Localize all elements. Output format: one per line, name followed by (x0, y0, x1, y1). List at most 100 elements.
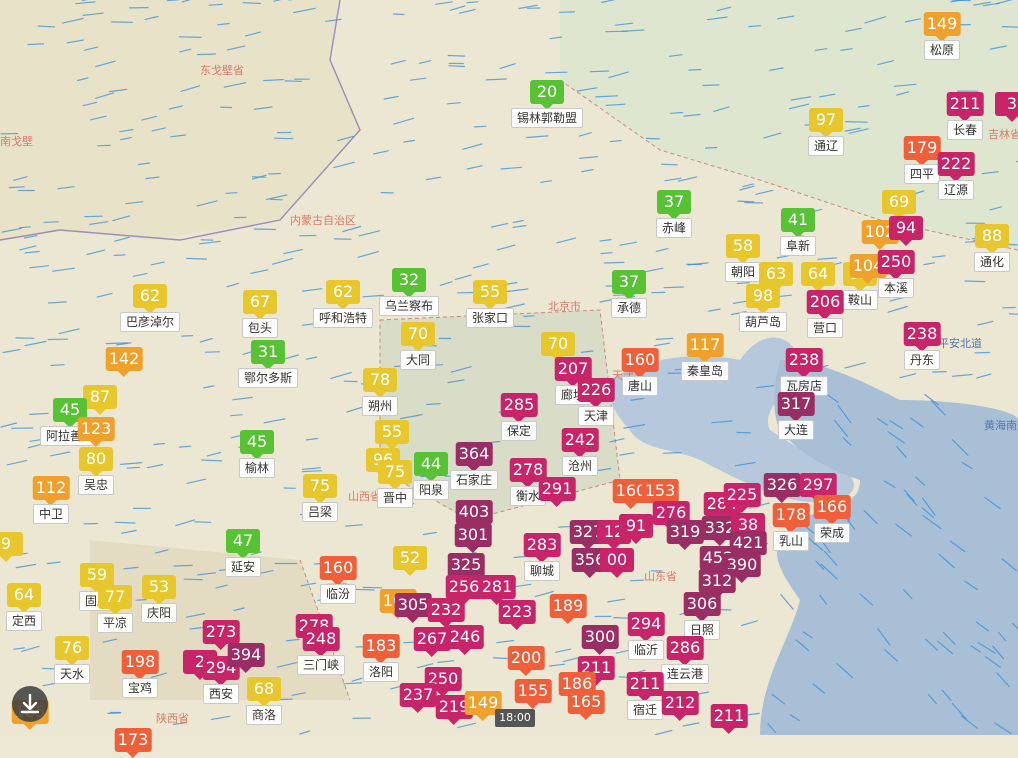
aqi-value: 312 (699, 569, 736, 593)
region-label-pingan: 平安北道 (938, 335, 982, 351)
wind-streak (577, 88, 597, 91)
wind-streak (28, 444, 41, 447)
aqi-value: 00 (600, 548, 634, 572)
wind-streak (113, 216, 130, 221)
wind-streak (136, 600, 146, 601)
aqi-value: 112 (33, 476, 70, 500)
wind-streak (737, 432, 750, 433)
region-label-south_gobi: 南戈壁 (0, 133, 33, 149)
wind-streak (467, 166, 482, 169)
wind-streak (344, 683, 362, 684)
city-label: 天水 (54, 664, 90, 684)
aqi-value: 306 (684, 592, 721, 616)
wind-streak (596, 96, 618, 97)
aqi-value: 286 (667, 636, 704, 660)
aqi-value: 394 (228, 643, 265, 667)
wind-streak (47, 562, 60, 564)
wind-streak (114, 255, 125, 256)
wind-streak (200, 339, 212, 343)
map-view[interactable]: 东戈壁省内蒙古自治区山西省陕西省河北省山东省北京市天津市平安北道黄海南道南戈壁吉… (0, 0, 1018, 735)
wind-streak (30, 413, 48, 414)
aqi-value: 403 (456, 500, 493, 524)
wind-streak (197, 54, 215, 55)
download-button[interactable] (12, 686, 48, 722)
wind-streak (849, 129, 868, 134)
wind-streak (944, 632, 956, 644)
wind-streak (436, 2, 452, 5)
city-label: 鞍山 (842, 290, 878, 310)
wind-streak (932, 256, 945, 257)
wind-streak (813, 684, 824, 693)
city-label: 朔州 (362, 396, 398, 416)
wind-streak (411, 78, 426, 80)
wind-streak (579, 133, 591, 136)
wind-streak (182, 336, 193, 337)
wind-streak (740, 186, 754, 190)
region-label-jilin: 吉林省 (988, 126, 1018, 142)
region-label-shandong: 山东省 (644, 568, 677, 584)
wind-streak (843, 438, 851, 446)
wind-streak (269, 174, 281, 175)
wind-streak (275, 138, 294, 139)
wind-streak (218, 24, 229, 25)
city-label: 通辽 (808, 136, 844, 156)
aqi-value: 63 (759, 262, 793, 286)
city-label: 天津 (578, 406, 614, 426)
wind-streak (264, 80, 284, 81)
wind-streak (209, 4, 222, 5)
aqi-value: 98 (746, 284, 780, 308)
wind-streak (391, 60, 405, 64)
wind-streak (671, 113, 683, 114)
wind-streak (168, 0, 179, 1)
wind-streak (939, 554, 954, 568)
wind-streak (187, 479, 205, 483)
wind-streak (51, 365, 64, 366)
wind-streak (846, 28, 861, 31)
city-label: 晋中 (377, 488, 413, 508)
wind-streak (904, 490, 914, 501)
wind-streak (952, 0, 970, 1)
city-label: 平凉 (97, 613, 133, 633)
aqi-value: 301 (455, 523, 492, 547)
aqi-value: 76 (55, 636, 89, 660)
wind-streak (307, 439, 318, 440)
wind-streak (706, 148, 717, 149)
time-indicator[interactable]: 18:00 (495, 709, 535, 727)
aqi-value: 242 (562, 428, 599, 452)
wind-streak (467, 2, 478, 3)
wind-streak (198, 573, 216, 575)
wind-streak (614, 618, 629, 619)
wind-streak (3, 350, 20, 353)
aqi-value: 238 (786, 348, 823, 372)
wind-streak (977, 374, 991, 378)
wind-streak (756, 190, 773, 194)
wind-streak (687, 264, 702, 265)
aqi-value: 91 (619, 514, 653, 538)
wind-streak (1013, 624, 1018, 639)
aqi-value: 52 (393, 546, 427, 570)
wind-streak (174, 565, 192, 566)
aqi-value: 211 (711, 704, 748, 728)
wind-streak (30, 266, 49, 268)
wind-streak (38, 26, 54, 27)
aqi-value: 9 (0, 532, 23, 556)
wind-streak (978, 321, 993, 325)
aqi-value: 226 (578, 378, 615, 402)
wind-streak (986, 657, 1001, 668)
wind-streak (492, 224, 508, 227)
wind-streak (620, 242, 636, 245)
wind-streak (514, 584, 531, 587)
wind-streak (115, 237, 129, 241)
wind-streak (714, 107, 729, 112)
wind-streak (742, 621, 758, 626)
wind-streak (770, 68, 783, 71)
wind-streak (689, 70, 701, 71)
city-label: 秦皇岛 (681, 361, 729, 381)
wind-streak (999, 633, 1006, 641)
wind-streak (117, 343, 131, 345)
aqi-value: 160 (320, 556, 357, 580)
wind-streak (997, 0, 1014, 4)
wind-streak (122, 530, 137, 533)
wind-streak (227, 46, 244, 50)
aqi-value: 58 (726, 234, 760, 258)
